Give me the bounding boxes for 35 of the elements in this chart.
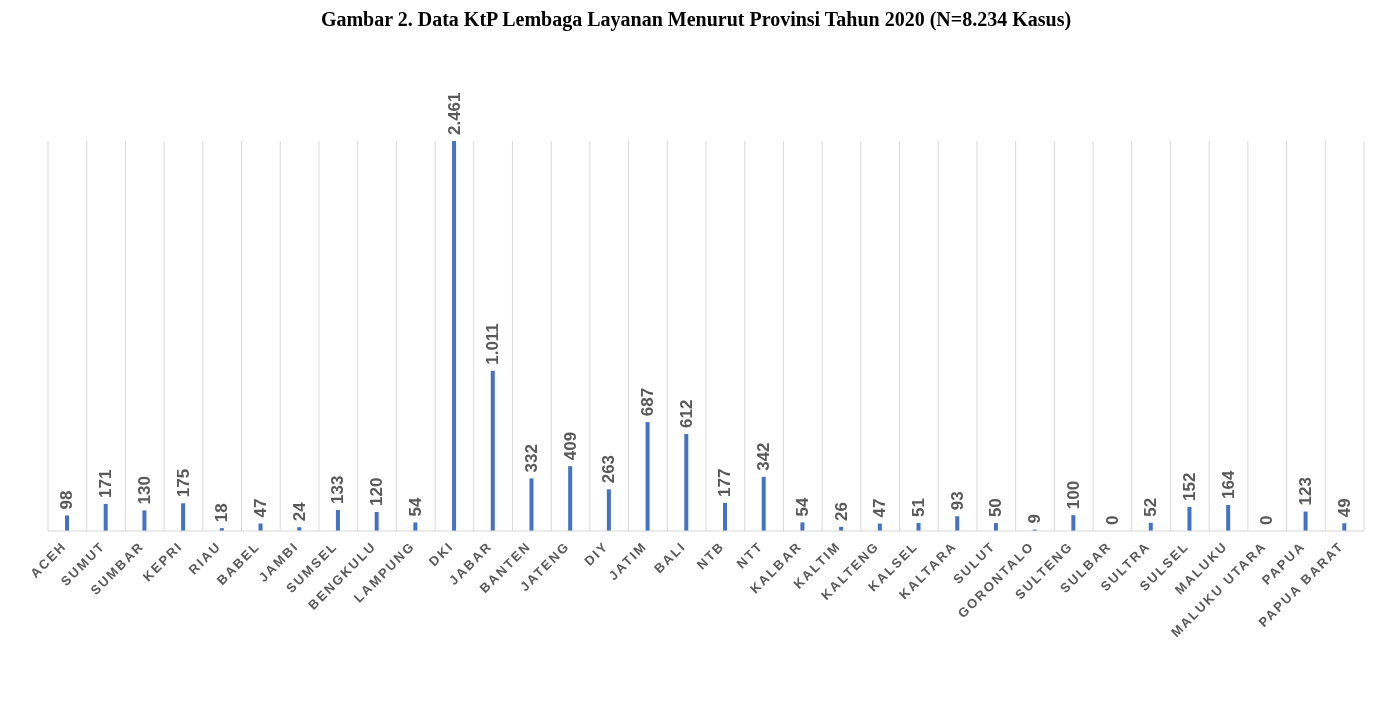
data-label: 18 (212, 503, 232, 523)
data-label: 47 (870, 498, 890, 518)
data-label: 164 (1218, 470, 1238, 500)
data-label: 54 (792, 496, 812, 517)
data-label: 177 (715, 468, 735, 497)
data-label: 52 (1141, 497, 1161, 517)
data-label: 49 (1334, 498, 1354, 518)
data-label: 24 (289, 501, 309, 522)
data-label: 342 (754, 442, 774, 471)
data-label: 50 (986, 498, 1006, 518)
data-label: 47 (251, 498, 271, 518)
data-label: 687 (638, 387, 658, 417)
data-label: 175 (173, 468, 193, 498)
data-label: 332 (521, 444, 541, 473)
data-label: 54 (405, 496, 425, 517)
data-label: 130 (134, 476, 154, 505)
data-label: 2.461 (444, 92, 464, 135)
data-label: 123 (1296, 477, 1316, 506)
data-label: 100 (1063, 480, 1083, 510)
data-label: 98 (57, 490, 77, 510)
data-label: 263 (599, 454, 619, 484)
data-label: 133 (328, 475, 348, 504)
chart-title: Gambar 2. Data KtP Lembaga Layanan Menurut Provinsi Tahun 2020 (N=8.234 Kasus) (319, 8, 1073, 31)
data-label: 9 (1025, 514, 1045, 524)
data-label: 1.011 (483, 323, 503, 365)
data-label: 171 (96, 469, 116, 498)
data-label: 51 (909, 498, 929, 517)
data-label: 152 (1179, 472, 1199, 501)
data-label: 0 (1257, 515, 1277, 525)
data-label: 0 (1102, 515, 1122, 525)
data-label: 120 (367, 477, 387, 506)
data-label: 612 (676, 399, 696, 429)
data-label: 409 (560, 431, 580, 461)
data-label: 93 (947, 491, 967, 511)
data-label: 26 (831, 501, 851, 521)
